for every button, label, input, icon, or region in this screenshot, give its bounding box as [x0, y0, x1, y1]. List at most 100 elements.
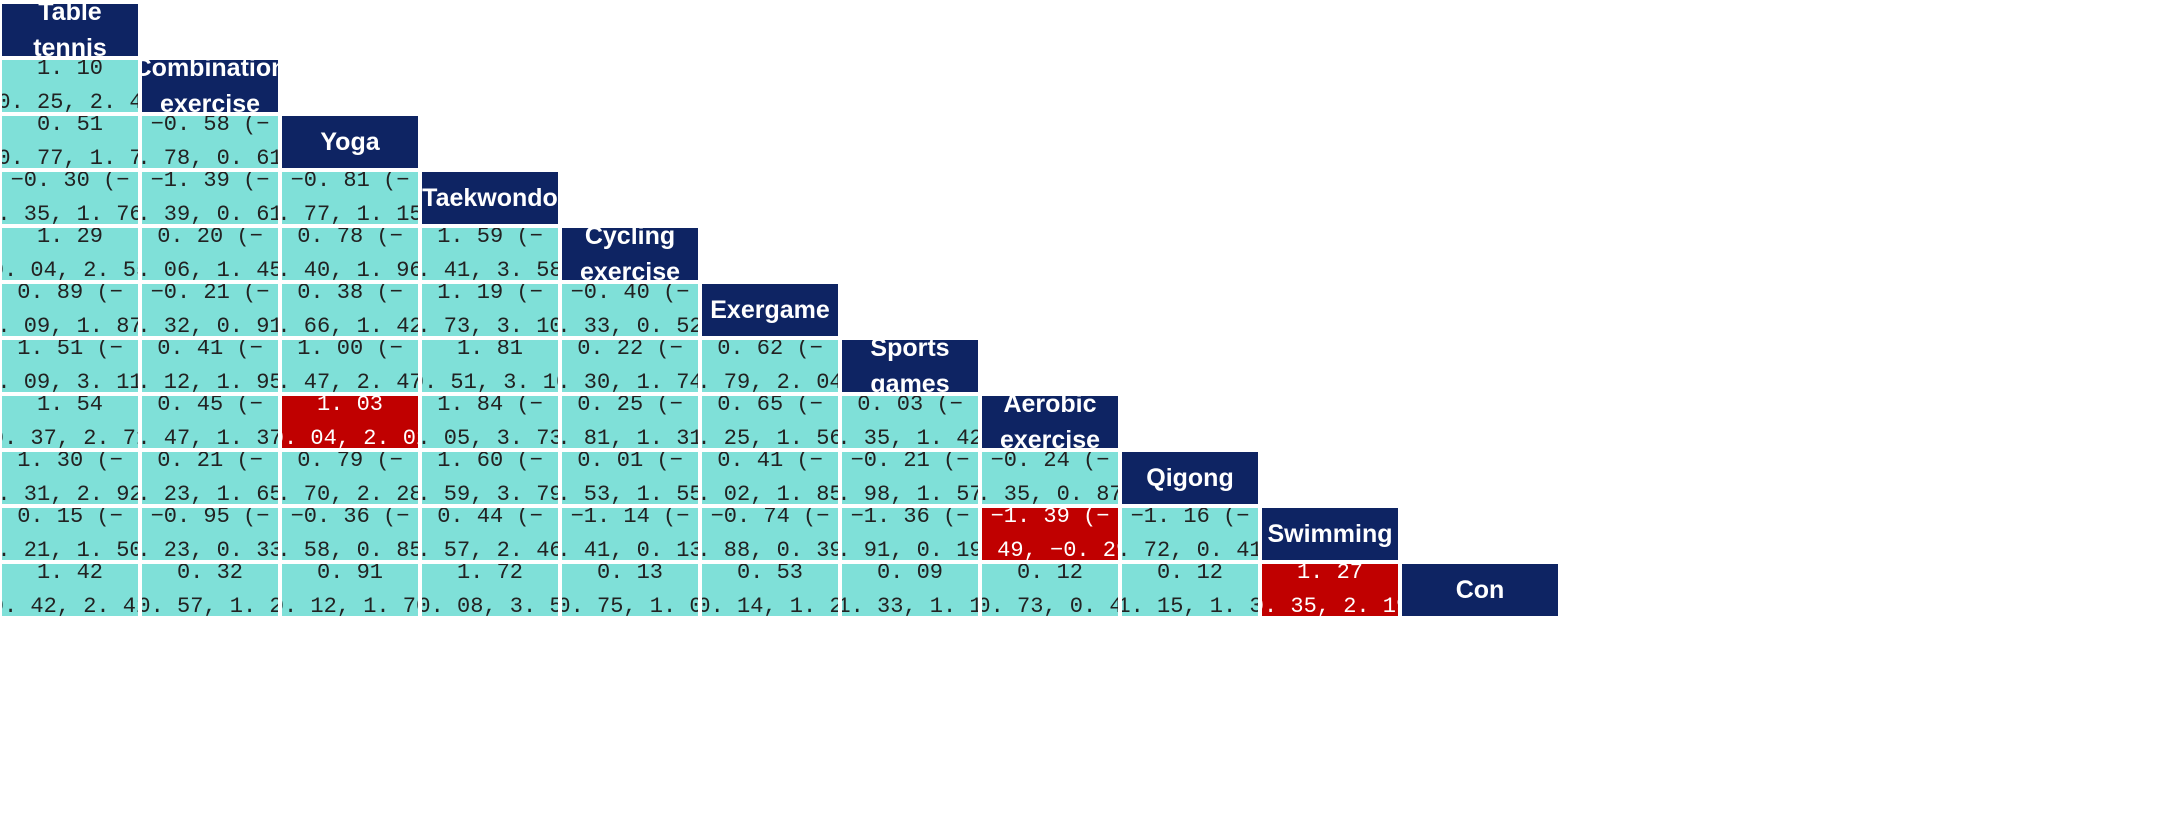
effect-estimate: −1. 16 (− [1130, 506, 1250, 529]
confidence-interval: 0. 59, 3. 79) [422, 482, 558, 506]
effect-estimate: −0. 40 (− [570, 282, 690, 305]
comparison-cell: 0. 15 (− 1. 21, 1. 50) [0, 506, 140, 562]
effect-estimate: −0. 74 (− [710, 506, 830, 529]
confidence-interval: (−1. 33, 1. 15) [840, 594, 978, 618]
effect-estimate: 0. 89 (− [17, 282, 123, 305]
comparison-cell: 0. 91 (0. 12, 1. 70) [280, 562, 420, 618]
confidence-interval: 0. 47, 1. 37) [142, 426, 278, 450]
confidence-interval: 1. 35, 0. 87) [982, 482, 1118, 506]
comparison-cell: 0. 41 (− 1. 02, 1. 85) [700, 450, 840, 506]
effect-estimate: 0. 51 [36, 114, 103, 137]
confidence-interval: 1. 23, 1. 65) [142, 482, 278, 506]
header-qigong: Qigong [1120, 450, 1260, 506]
comparison-cell: 0. 53 (−0. 14, 1. 21) [700, 562, 840, 618]
confidence-interval: 1. 02, 1. 85) [702, 482, 838, 506]
comparison-cell: 0. 01 (− 1. 53, 1. 55) [560, 450, 700, 506]
comparison-cell: 0. 20 (− 1. 06, 1. 45) [140, 226, 280, 282]
confidence-interval: (−0. 73, 0. 48) [980, 594, 1118, 618]
comparison-cell: 1. 51 (− 0. 09, 3. 11) [0, 338, 140, 394]
effect-estimate: −0. 21 (− [850, 450, 970, 473]
effect-estimate: 0. 65 (− [717, 394, 823, 417]
effect-estimate: −0. 81 (− [290, 170, 410, 193]
comparison-cell: −0. 58 (− 1. 78, 0. 61) [140, 114, 280, 170]
confidence-interval: 1. 06, 1. 45) [142, 258, 278, 282]
effect-estimate: 0. 21 (− [157, 450, 263, 473]
confidence-interval: 0. 09, 1. 87) [2, 314, 138, 338]
effect-estimate: −0. 95 (− [150, 506, 270, 529]
comparison-cell: −1. 36 (− 2. 91, 0. 19) [840, 506, 980, 562]
comparison-cell: 1. 30 (− 0. 31, 2. 92) [0, 450, 140, 506]
comparison-cell: 1. 54 (0. 37, 2. 71) [0, 394, 140, 450]
confidence-interval: 0. 40, 1. 96) [282, 258, 418, 282]
effect-estimate: 0. 01 (− [577, 450, 683, 473]
comparison-cell: 1. 81 (0. 51, 3. 10) [420, 338, 560, 394]
effect-estimate: 0. 62 (− [717, 338, 823, 361]
header-label-line: Con [1455, 576, 1505, 604]
header-label-line: Cycling [584, 226, 676, 250]
confidence-interval: 2. 72, 0. 41) [1122, 538, 1258, 562]
effect-estimate: −1. 39 (− [990, 506, 1110, 529]
header-label-line: exercise [159, 90, 261, 114]
comparison-cell: 0. 32 (−0. 57, 1. 22) [140, 562, 280, 618]
header-label-line: Swimming [1267, 520, 1393, 548]
effect-estimate: 0. 38 (− [297, 282, 403, 305]
header-cycling-exercise: Cycling exercise [560, 226, 700, 282]
comparison-cell: 0. 65 (− 0. 25, 1. 56) [700, 394, 840, 450]
comparison-cell: 0. 38 (− 0. 66, 1. 42) [280, 282, 420, 338]
confidence-interval: 2. 35, 1. 76) [2, 202, 138, 226]
header-label-line: Sports [870, 338, 950, 362]
comparison-cell: 0. 03 (− 1. 35, 1. 42) [840, 394, 980, 450]
header-yoga: Yoga [280, 114, 420, 170]
comparison-cell: 0. 12 (−1. 15, 1. 38) [1120, 562, 1260, 618]
effect-estimate: 1. 59 (− [437, 226, 543, 249]
comparison-cell: −0. 95 (− 2. 23, 0. 33) [140, 506, 280, 562]
effect-estimate: 0. 25 (− [577, 394, 683, 417]
effect-estimate: 0. 03 (− [857, 394, 963, 417]
effect-estimate: 1. 54 [36, 394, 103, 417]
confidence-interval: (−0. 77, 1. 79) [0, 146, 138, 170]
confidence-interval: 0. 47, 2. 47) [282, 370, 418, 394]
header-label-line: Yoga [320, 128, 380, 156]
confidence-interval: 0. 09, 3. 11) [2, 370, 138, 394]
comparison-cell: −0. 40 (− 1. 33, 0. 52) [560, 282, 700, 338]
header-aerobic-exercise: Aerobic exercise [980, 394, 1120, 450]
comparison-cell: 1. 60 (− 0. 59, 3. 79) [420, 450, 560, 506]
comparison-cell: 0. 09 (−1. 33, 1. 15) [840, 562, 980, 618]
confidence-interval: (0. 37, 2. 71) [2, 426, 138, 450]
comparison-cell: 1. 72 (−0. 08, 3. 51) [420, 562, 560, 618]
effect-estimate: 1. 60 (− [437, 450, 543, 473]
confidence-interval: 2. 49, −0. 29) [982, 538, 1118, 562]
header-exergame: Exergame [700, 282, 840, 338]
comparison-cell: 0. 44 (− 1. 57, 2. 46) [420, 506, 560, 562]
comparison-cell: −0. 24 (− 1. 35, 0. 87) [980, 450, 1120, 506]
effect-estimate: 0. 22 (− [577, 338, 683, 361]
comparison-cell: 0. 21 (− 1. 23, 1. 65) [140, 450, 280, 506]
confidence-interval: 0. 73, 3. 10) [422, 314, 558, 338]
header-label-line: Combination [140, 58, 280, 82]
effect-estimate: 0. 44 (− [437, 506, 543, 529]
effect-estimate: −1. 39 (− [150, 170, 270, 193]
comparison-cell: 0. 62 (− 0. 79, 2. 04) [700, 338, 840, 394]
header-combination-exercise: Combination exercise [140, 58, 280, 114]
effect-estimate: 0. 20 (− [157, 226, 263, 249]
header-table-tennis: Table tennis [0, 2, 140, 58]
effect-estimate: −0. 36 (− [290, 506, 410, 529]
comparison-cell: 0. 13 (−0. 75, 1. 00) [560, 562, 700, 618]
effect-estimate: 1. 10 [36, 58, 103, 81]
comparison-cell: 0. 45 (− 0. 47, 1. 37) [140, 394, 280, 450]
confidence-interval: (0. 35, 2. 19) [1262, 594, 1398, 618]
confidence-interval: (0. 51, 3. 10) [422, 370, 558, 394]
effect-estimate: 1. 51 (− [17, 338, 123, 361]
comparison-cell: 1. 84 (− 0. 05, 3. 73) [420, 394, 560, 450]
confidence-interval: 0. 79, 2. 04) [702, 370, 838, 394]
comparison-cell: 1. 10 (−0. 25, 2. 44) [0, 58, 140, 114]
confidence-interval: (−0. 25, 2. 44) [0, 90, 138, 114]
effect-estimate: 1. 00 (− [297, 338, 403, 361]
confidence-interval: 0. 25, 1. 56) [702, 426, 838, 450]
effect-estimate: −0. 30 (− [10, 170, 130, 193]
significant-comparison-cell: 1. 03 (0. 04, 2. 02) [280, 394, 420, 450]
comparison-cell: 1. 19 (− 0. 73, 3. 10) [420, 282, 560, 338]
comparison-cell: −1. 39 (− 3. 39, 0. 61) [140, 170, 280, 226]
comparison-cell: 0. 89 (− 0. 09, 1. 87) [0, 282, 140, 338]
